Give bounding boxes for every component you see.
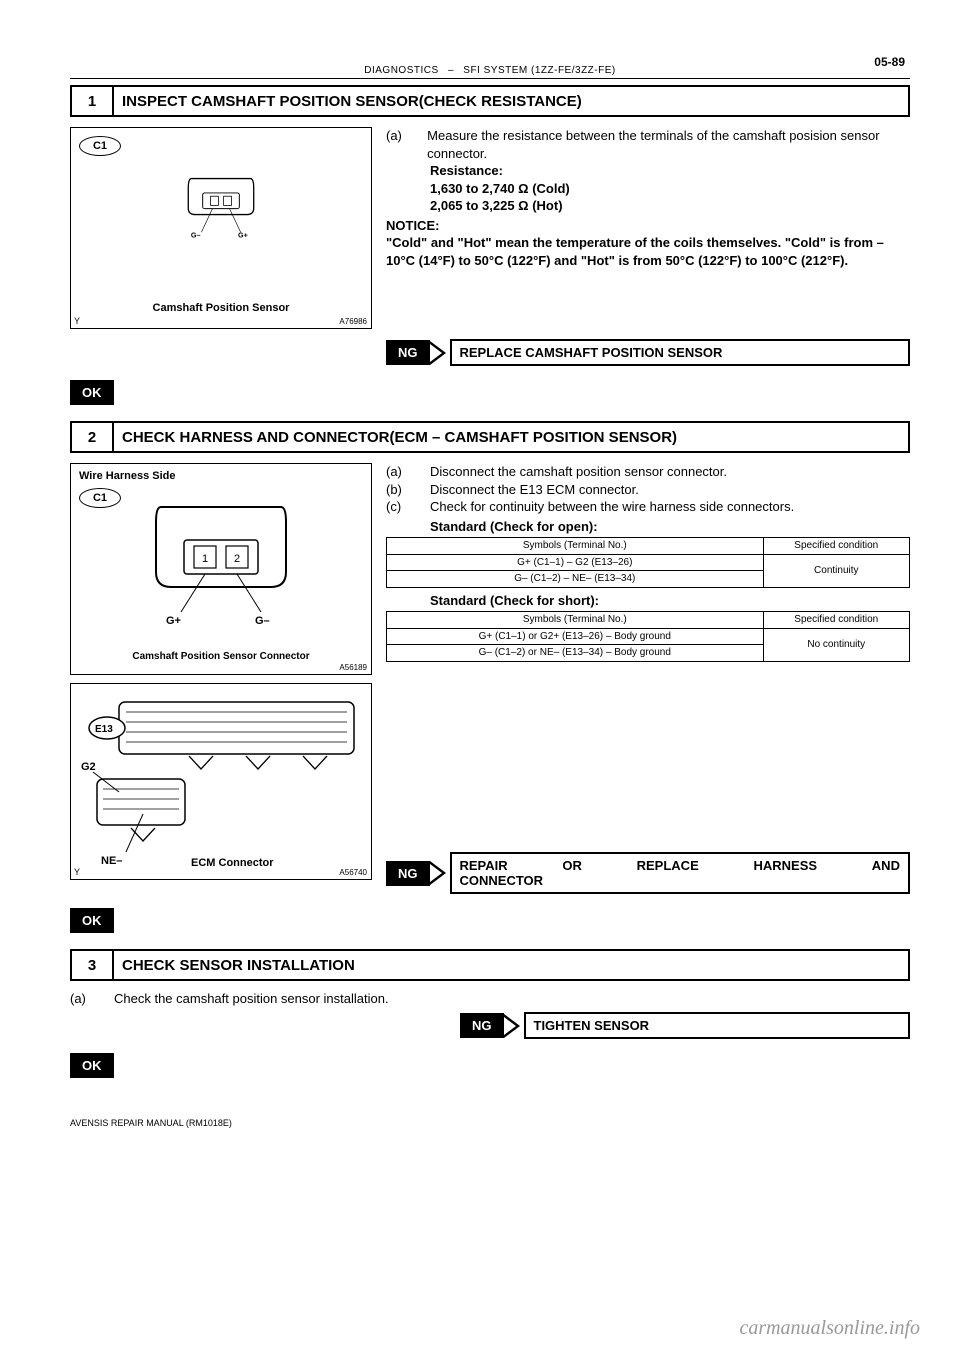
chevron-icon (504, 1014, 520, 1038)
step3-title: CHECK SENSOR INSTALLATION (114, 951, 908, 979)
ng-action-2: REPAIR OR REPLACE HARNESS AND CONNECTOR (450, 852, 911, 894)
ok-badge-2: OK (70, 908, 114, 933)
footer-text: AVENSIS REPAIR MANUAL (RM1018E) (70, 1118, 910, 1128)
g-minus-label: G– (191, 230, 201, 239)
open-table: Symbols (Terminal No.) Specified conditi… (386, 537, 910, 588)
connector-icon: 1 2 G+ G– (136, 492, 306, 642)
header-dash: – (448, 65, 454, 76)
chevron-icon (430, 861, 446, 885)
figure-number-2: A56189 (339, 663, 367, 672)
svg-text:G–: G– (255, 615, 270, 627)
short-h2: Specified condition (763, 612, 909, 629)
b-text: Disconnect the E13 ECM connector. (430, 481, 639, 499)
connector-c1-label-2: C1 (79, 488, 121, 508)
step2-body: (a)Disconnect the camshaft position sens… (386, 463, 910, 880)
svg-text:NE–: NE– (101, 855, 122, 867)
g-plus-label: G+ (238, 230, 248, 239)
watermark: carmanualsonline.info (739, 1317, 920, 1340)
a-label-2: (a) (386, 463, 430, 481)
ng-badge: NG (386, 340, 430, 365)
c-text: Check for continuity between the wire ha… (430, 498, 794, 516)
open-h1: Symbols (Terminal No.) (387, 538, 764, 555)
svg-text:E13: E13 (95, 724, 113, 735)
page-number: 05-89 (874, 55, 905, 69)
notice-text: "Cold" and "Hot" mean the temperature of… (386, 234, 910, 269)
step2-title: CHECK HARNESS AND CONNECTOR(ECM – CAMSHA… (114, 423, 908, 451)
step1-ng-row: NG REPLACE CAMSHAFT POSITION SENSOR (386, 339, 910, 366)
step1-diagram: C1 G– G+ Camshaft Position Sensor Y A769… (70, 127, 372, 329)
short-table: Symbols (Terminal No.) Specified conditi… (386, 611, 910, 662)
resistance-hot: 2,065 to 3,225 Ω (Hot) (430, 197, 910, 215)
ok-badge: OK (70, 380, 114, 405)
step3-body: (a)Check the camshaft position sensor in… (70, 991, 910, 1006)
step2-ng-row: NG REPAIR OR REPLACE HARNESS AND CONNECT… (386, 852, 910, 894)
step1-bar: 1 INSPECT CAMSHAFT POSITION SENSOR(CHECK… (70, 85, 910, 117)
short-h1: Symbols (Terminal No.) (387, 612, 764, 629)
a-text-2: Disconnect the camshaft position sensor … (430, 463, 727, 481)
step2-diagram1: Wire Harness Side C1 1 2 G+ G– Camshaft … (70, 463, 372, 675)
chevron-icon (430, 341, 446, 365)
y-mark: Y (74, 316, 80, 326)
svg-text:ECM Connector: ECM Connector (191, 857, 274, 869)
step2-diagram2: E13 G2 NE– (70, 683, 372, 880)
a-text: Measure the resistance between the termi… (427, 127, 910, 162)
ng-badge-3: NG (460, 1013, 504, 1038)
open-heading: Standard (Check for open): (430, 518, 910, 536)
step1-title: INSPECT CAMSHAFT POSITION SENSOR(CHECK R… (114, 87, 908, 115)
open-r2c1: G– (C1–2) – NE– (E13–34) (387, 571, 764, 588)
step3-ng-row: NG TIGHTEN SENSOR (460, 1012, 910, 1039)
header-right: SFI SYSTEM (1ZZ-FE/3ZZ-FE) (463, 65, 615, 76)
connector-caption: Camshaft Position Sensor Connector (71, 651, 371, 662)
a-label-3: (a) (70, 991, 114, 1006)
notice-label: NOTICE: (386, 217, 910, 235)
connector-c1-label: C1 (79, 136, 121, 156)
sensor-caption: Camshaft Position Sensor (71, 302, 371, 314)
open-h2: Specified condition (763, 538, 909, 555)
sensor-icon: G– G+ (161, 172, 281, 244)
figure-number: A76986 (339, 317, 367, 326)
ng-badge-2: NG (386, 861, 430, 886)
step1-body: (a) Measure the resistance between the t… (386, 127, 910, 329)
svg-text:1: 1 (202, 553, 208, 565)
short-r1c1: G+ (C1–1) or G2+ (E13–26) – Body ground (387, 628, 764, 645)
short-r2c1: G– (C1–2) or NE– (E13–34) – Body ground (387, 645, 764, 662)
y-mark-2: Y (74, 867, 80, 877)
ok-badge-3: OK (70, 1053, 114, 1078)
c-label: (c) (386, 498, 430, 516)
ng-action: REPLACE CAMSHAFT POSITION SENSOR (450, 339, 911, 366)
step2-bar: 2 CHECK HARNESS AND CONNECTOR(ECM – CAMS… (70, 421, 910, 453)
svg-text:2: 2 (234, 553, 240, 565)
svg-text:G+: G+ (166, 615, 181, 627)
section-header: DIAGNOSTICS – SFI SYSTEM (1ZZ-FE/3ZZ-FE) (70, 65, 910, 79)
ecm-connector-icon: E13 G2 NE– (71, 684, 371, 879)
open-cond: Continuity (763, 554, 909, 587)
step1-number: 1 (72, 87, 114, 115)
svg-text:G2: G2 (81, 761, 96, 773)
resistance-cold: 1,630 to 2,740 Ω (Cold) (430, 180, 910, 198)
figure-number-3: A56740 (339, 868, 367, 877)
short-heading: Standard (Check for short): (430, 592, 910, 610)
short-cond: No continuity (763, 628, 909, 661)
a-text-3: Check the camshaft position sensor insta… (114, 991, 389, 1006)
a-label: (a) (386, 127, 427, 162)
step2-number: 2 (72, 423, 114, 451)
open-r1c1: G+ (C1–1) – G2 (E13–26) (387, 554, 764, 571)
ng-action-3: TIGHTEN SENSOR (524, 1012, 911, 1039)
resistance-label: Resistance: (430, 162, 910, 180)
step3-bar: 3 CHECK SENSOR INSTALLATION (70, 949, 910, 981)
wire-harness-label: Wire Harness Side (79, 470, 176, 482)
header-left: DIAGNOSTICS (364, 65, 438, 76)
step3-number: 3 (72, 951, 114, 979)
b-label: (b) (386, 481, 430, 499)
